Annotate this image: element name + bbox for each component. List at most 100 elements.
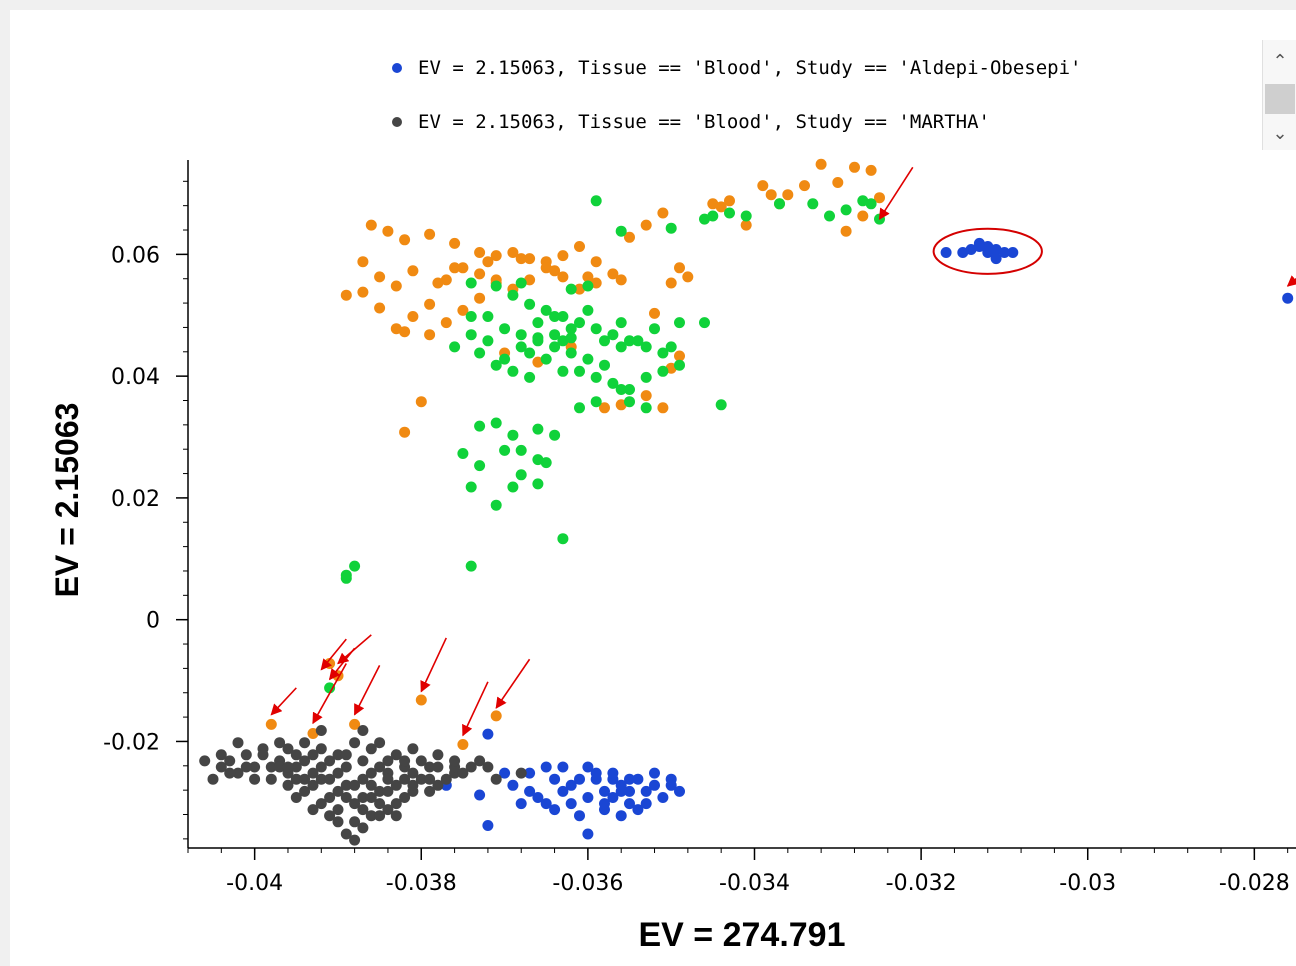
- data-point-1-53: [574, 402, 585, 414]
- data-point-1-2: [524, 298, 536, 310]
- data-point-2-12: [482, 728, 494, 740]
- data-point-0-37: [457, 304, 469, 316]
- data-point-3-73: [349, 779, 361, 791]
- data-point-3-44: [290, 792, 302, 803]
- data-point-3-21: [290, 761, 302, 773]
- data-point-3-10: [365, 779, 377, 791]
- data-point-2-53: [624, 773, 635, 785]
- data-point-1-66: [532, 454, 544, 466]
- legend-scrollbar[interactable]: ⌃ ⌄: [1262, 40, 1296, 150]
- annotation-arrow-9: [495, 658, 531, 709]
- data-point-1-70: [532, 478, 544, 490]
- data-point-3-61: [257, 749, 269, 761]
- data-point-2-9: [1007, 247, 1019, 258]
- legend-marker-blue: [392, 63, 402, 73]
- data-point-2-31: [640, 785, 652, 797]
- data-point-0-48: [615, 274, 627, 286]
- data-point-2-0: [940, 247, 952, 258]
- annotation-arrow-3: [320, 638, 347, 671]
- data-point-3-6: [299, 755, 311, 767]
- data-point-3-48: [365, 743, 377, 755]
- data-point-3-17: [224, 755, 236, 767]
- data-point-0-66: [724, 195, 735, 207]
- data-point-3-103: [449, 755, 461, 767]
- data-point-0-60: [674, 350, 685, 362]
- data-point-3-92: [215, 749, 227, 761]
- data-point-0-58: [657, 402, 669, 414]
- data-point-1-10: [657, 347, 669, 359]
- data-point-3-47: [407, 743, 419, 755]
- y-tick-label: -0.02: [103, 730, 160, 755]
- data-point-0-62: [665, 277, 677, 289]
- data-point-2-17: [507, 779, 519, 791]
- data-point-0-53: [532, 356, 544, 368]
- data-point-0-2: [382, 225, 394, 237]
- y-axis-label: EV = 2.15063: [49, 403, 85, 598]
- data-point-0-68: [765, 189, 777, 201]
- annotation-arrow-10: [337, 634, 372, 665]
- data-point-0-44: [482, 256, 494, 268]
- scroll-thumb[interactable]: [1265, 84, 1295, 114]
- data-point-3-54: [415, 755, 427, 767]
- data-point-3-38: [265, 761, 277, 773]
- data-point-1-34: [565, 323, 577, 335]
- data-point-3-51: [315, 743, 327, 755]
- data-point-0-4: [424, 228, 436, 240]
- x-tick-label: -0.036: [552, 871, 623, 896]
- data-point-3-105: [474, 755, 486, 767]
- data-point-1-86: [707, 210, 719, 222]
- data-point-1-22: [490, 359, 502, 371]
- data-point-3-3: [249, 761, 261, 773]
- data-point-3-41: [357, 822, 369, 834]
- data-point-1-89: [774, 198, 785, 210]
- data-point-3-66: [390, 779, 402, 791]
- data-point-0-15: [624, 231, 635, 243]
- data-point-1-38: [499, 353, 511, 365]
- data-point-3-14: [432, 779, 444, 791]
- data-point-0-8: [507, 247, 519, 258]
- data-point-1-82: [590, 195, 602, 207]
- data-point-0-18: [357, 256, 369, 268]
- data-point-2-20: [549, 773, 561, 785]
- data-point-1-91: [824, 210, 835, 222]
- x-tick-label: -0.04: [226, 871, 283, 896]
- chevron-down-icon[interactable]: ⌄: [1272, 123, 1288, 144]
- data-point-3-80: [374, 810, 386, 822]
- data-point-0-43: [449, 262, 461, 274]
- legend-item-aldepi-obesepi: EV = 2.15063, Tissue == 'Blood', Study =…: [380, 53, 1081, 83]
- data-point-3-87: [307, 749, 319, 761]
- data-point-0-45: [515, 253, 527, 265]
- data-point-3-34: [382, 804, 394, 816]
- data-point-1-69: [465, 481, 477, 493]
- data-point-3-107: [490, 773, 502, 785]
- data-point-1-67: [515, 469, 527, 481]
- data-point-0-22: [424, 298, 436, 310]
- data-point-3-25: [357, 773, 369, 785]
- data-point-1-60: [532, 423, 544, 435]
- data-point-1-44: [599, 335, 610, 347]
- data-point-0-85: [349, 718, 361, 730]
- data-point-0-56: [615, 399, 627, 411]
- data-point-0-87: [457, 739, 469, 750]
- data-point-0-67: [740, 219, 752, 231]
- data-point-1-24: [524, 371, 536, 383]
- data-point-3-52: [299, 737, 311, 749]
- chevron-up-icon[interactable]: ⌃: [1272, 51, 1288, 72]
- data-point-1-0: [490, 280, 502, 292]
- data-point-3-85: [424, 785, 436, 797]
- data-point-1-47: [649, 323, 660, 335]
- data-point-1-43: [565, 332, 577, 344]
- data-point-3-58: [482, 761, 494, 773]
- data-point-1-48: [665, 341, 677, 353]
- data-point-3-86: [440, 773, 452, 785]
- data-point-0-34: [407, 311, 419, 322]
- data-point-3-39: [340, 828, 352, 840]
- data-point-1-6: [590, 323, 602, 335]
- data-point-1-87: [724, 207, 735, 219]
- data-point-1-39: [482, 335, 494, 347]
- data-point-3-89: [274, 761, 286, 773]
- annotation-arrow-5: [312, 663, 347, 725]
- data-point-1-32: [657, 365, 669, 377]
- data-point-3-36: [299, 785, 311, 797]
